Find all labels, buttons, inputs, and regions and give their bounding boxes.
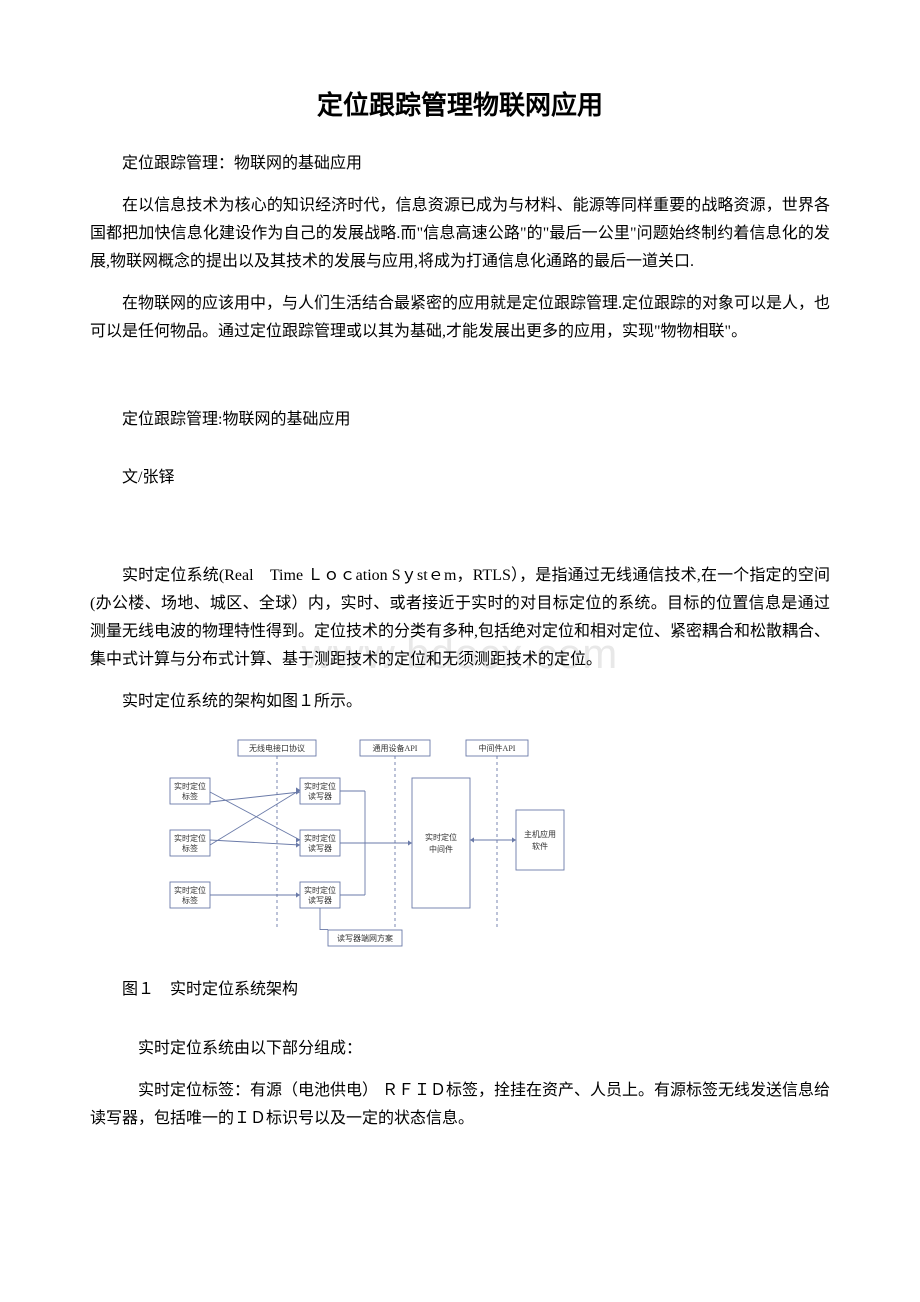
svg-text:无线电接口协议: 无线电接口协议 <box>249 743 305 753</box>
subtitle: 定位跟踪管理：物联网的基础应用 <box>90 150 830 178</box>
svg-text:实时定位: 实时定位 <box>174 781 206 791</box>
components-intro: 实时定位系统由以下部分组成： <box>90 1035 830 1063</box>
svg-text:实时定位: 实时定位 <box>425 832 457 842</box>
svg-text:读写器: 读写器 <box>308 895 332 905</box>
author-line: 文/张铎 <box>90 464 830 492</box>
architecture-diagram: 无线电接口协议通用设备API中间件API实时定位标签实时定位标签实时定位标签实时… <box>150 730 830 965</box>
svg-text:软件: 软件 <box>532 841 548 851</box>
svg-text:主机应用: 主机应用 <box>524 829 556 839</box>
svg-text:读写器: 读写器 <box>308 843 332 853</box>
paragraph-3: 实时定位系统(Real Time Ｌｏｃation Sｙstｅm，RTLS），是… <box>90 562 830 674</box>
document-content: 定位跟踪管理物联网应用 定位跟踪管理：物联网的基础应用 在以信息技术为核心的知识… <box>90 85 830 1133</box>
page-title: 定位跟踪管理物联网应用 <box>90 85 830 122</box>
svg-text:中间件: 中间件 <box>429 844 453 854</box>
svg-text:标签: 标签 <box>182 791 198 801</box>
svg-text:通用设备API: 通用设备API <box>373 743 418 753</box>
paragraph-1: 在以信息技术为核心的知识经济时代，信息资源已成为与材料、能源等同样重要的战略资源… <box>90 192 830 276</box>
svg-text:读写器端网方案: 读写器端网方案 <box>337 933 393 943</box>
subheading: 定位跟踪管理:物联网的基础应用 <box>90 406 830 434</box>
svg-text:实时定位: 实时定位 <box>174 833 206 843</box>
svg-text:实时定位: 实时定位 <box>174 885 206 895</box>
svg-text:实时定位: 实时定位 <box>304 885 336 895</box>
svg-text:中间件API: 中间件API <box>479 743 516 753</box>
svg-text:实时定位: 实时定位 <box>304 781 336 791</box>
figure-caption: 图１ 实时定位系统架构 <box>90 975 830 999</box>
paragraph-2: 在物联网的应该用中，与人们生活结合最紧密的应用就是定位跟踪管理.定位跟踪的对象可… <box>90 290 830 346</box>
svg-text:标签: 标签 <box>182 895 198 905</box>
svg-text:实时定位: 实时定位 <box>304 833 336 843</box>
paragraph-5: 实时定位标签：有源（电池供电） ＲＦＩＤ标签，拴挂在资产、人员上。有源标签无线发… <box>90 1077 830 1133</box>
svg-text:读写器: 读写器 <box>308 791 332 801</box>
svg-text:标签: 标签 <box>182 843 198 853</box>
architecture-svg: 无线电接口协议通用设备API中间件API实时定位标签实时定位标签实时定位标签实时… <box>150 730 580 960</box>
paragraph-4: 实时定位系统的架构如图１所示。 <box>90 688 830 716</box>
